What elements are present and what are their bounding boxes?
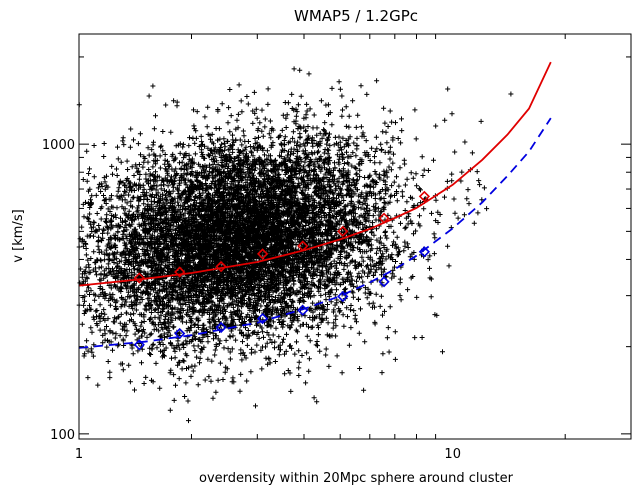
series-2-point (215, 321, 227, 334)
chart-title: WMAP5 / 1.2GPc (294, 7, 418, 25)
series-2-point (256, 312, 269, 325)
axes: 1 10 100 1000 (42, 34, 632, 462)
series-2-point (133, 339, 145, 351)
x-tick-label: 1 (75, 447, 83, 462)
series-1-fit-line (78, 61, 552, 287)
series-1-point (133, 272, 145, 284)
series-2-fit-line (78, 117, 552, 349)
y-tick-label: 100 (50, 428, 75, 443)
y-axis-label: v [km/s] (11, 209, 26, 262)
series-2-point (337, 290, 349, 303)
series-1-point (337, 225, 349, 237)
series-1-point (215, 260, 227, 273)
series-2-point (418, 246, 431, 258)
series-layer (78, 61, 552, 351)
series-1-point (174, 266, 186, 278)
series-1-point (297, 240, 309, 252)
series-1 (78, 61, 552, 287)
plot-frame (78, 33, 632, 440)
series-2-point (297, 304, 309, 316)
series-2-point (378, 276, 390, 288)
x-tick-label: 10 (444, 447, 461, 462)
x-axis-label: overdensity within 20Mpc sphere around c… (199, 471, 514, 486)
y-tick-label: 1000 (42, 138, 75, 153)
series-1-point (378, 212, 390, 224)
series-2 (78, 117, 552, 351)
series-2-point (174, 327, 186, 340)
scatter-points (76, 66, 514, 424)
scatter-cloud (76, 66, 514, 424)
series-1-point (418, 190, 431, 203)
series-1-point (256, 248, 269, 260)
